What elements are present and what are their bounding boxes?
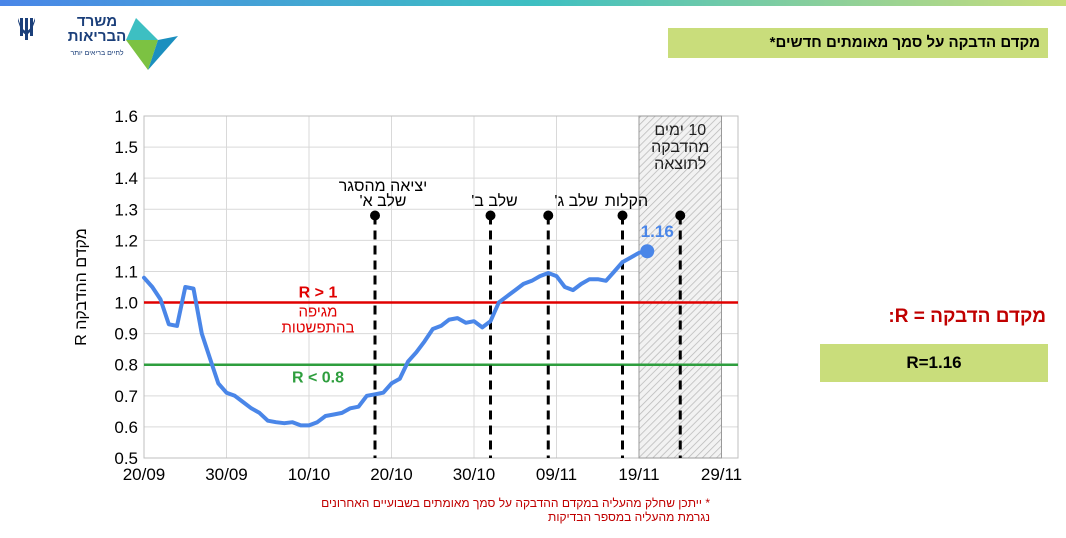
threshold-sublabel: מגיפה [299,304,338,321]
x-tick-label: 09/11 [536,465,577,484]
shaded-band-label: מהדבקה [651,139,709,156]
event-label: יציאה מהסגר [339,178,428,195]
event-marker [543,210,554,221]
y-tick-label: 1.3 [114,200,138,219]
y-tick-label: 0.7 [114,387,138,406]
page-title: מקדם הדבקה על סמך מאומתים חדשים* [668,28,1048,58]
chart-axes: 0.5 0.6 0.7 0.8 0.9 1.0 1.1 1.2 1.3 1.4 1.5 1.6 20/0… [114,107,742,484]
series-line [142,249,650,428]
y-tick-label: 1.4 [114,169,138,188]
threshold-label: R < 0.8 [292,370,344,387]
footnote: * ייתכן שחלק מהעליה במקדם ההדבקה על סמך … [150,496,710,524]
y-tick-label: 1.2 [114,231,138,250]
event-marker [370,210,380,221]
x-tick-label: 20/09 [123,465,166,484]
plot-frame [143,115,739,459]
event-marker [485,210,496,221]
series-end-point [640,244,655,259]
shaded-band-label: לתוצאה [654,155,706,173]
x-tick-label: 30/10 [453,465,496,484]
series-end-label: 1.16 [641,222,674,241]
event-label: שלב ב' [471,192,517,210]
footnote-line-2: נגרמת מהעליה במספר הבדיקות [548,510,710,524]
threshold-label: R > 1 [299,285,338,302]
x-tick-label: 10/10 [288,465,331,484]
y-tick-label: 1.5 [114,138,138,157]
event-label: שלב א' [360,192,407,210]
x-tick-label: 29/11 [701,465,742,484]
event-marker [675,210,686,221]
chart-series: 1.16 [142,222,674,428]
event-marker [617,210,628,221]
logo-tagline: לחיים בריאים יותר [70,50,124,57]
y-tick-label: 1.0 [114,294,138,313]
threshold-sublabel: בהתפשטות [282,320,355,337]
x-tick-label: 19/11 [618,465,659,484]
ministry-logo-icon [18,18,178,70]
r-value-box: R=1.16 [820,344,1048,382]
logo-name: משרד הבריאות [67,13,127,45]
event-label: הקלות [605,192,648,210]
y-tick-label: 1.6 [114,107,138,126]
x-tick-label: 30/09 [205,465,248,484]
y-tick-label: 0.6 [114,418,138,437]
y-tick-label: 0.5 [114,449,138,468]
y-axis-label: מקדם ההדבקה R [73,228,90,345]
x-tick-label: 20/10 [370,465,413,484]
y-tick-label: 1.1 [114,262,138,281]
y-tick-label: 0.8 [114,356,138,375]
r-definition: מקדם הדבקה = R: [888,306,1046,327]
footnote-line-1: * ייתכן שחלק מהעליה במקדם ההדבקה על סמך … [321,496,710,510]
top-gradient-bar [0,0,1066,6]
event-label: שלב ג' [554,192,598,210]
y-tick-label: 0.9 [114,325,138,344]
shaded-band-label: 10 ימים [654,122,706,139]
